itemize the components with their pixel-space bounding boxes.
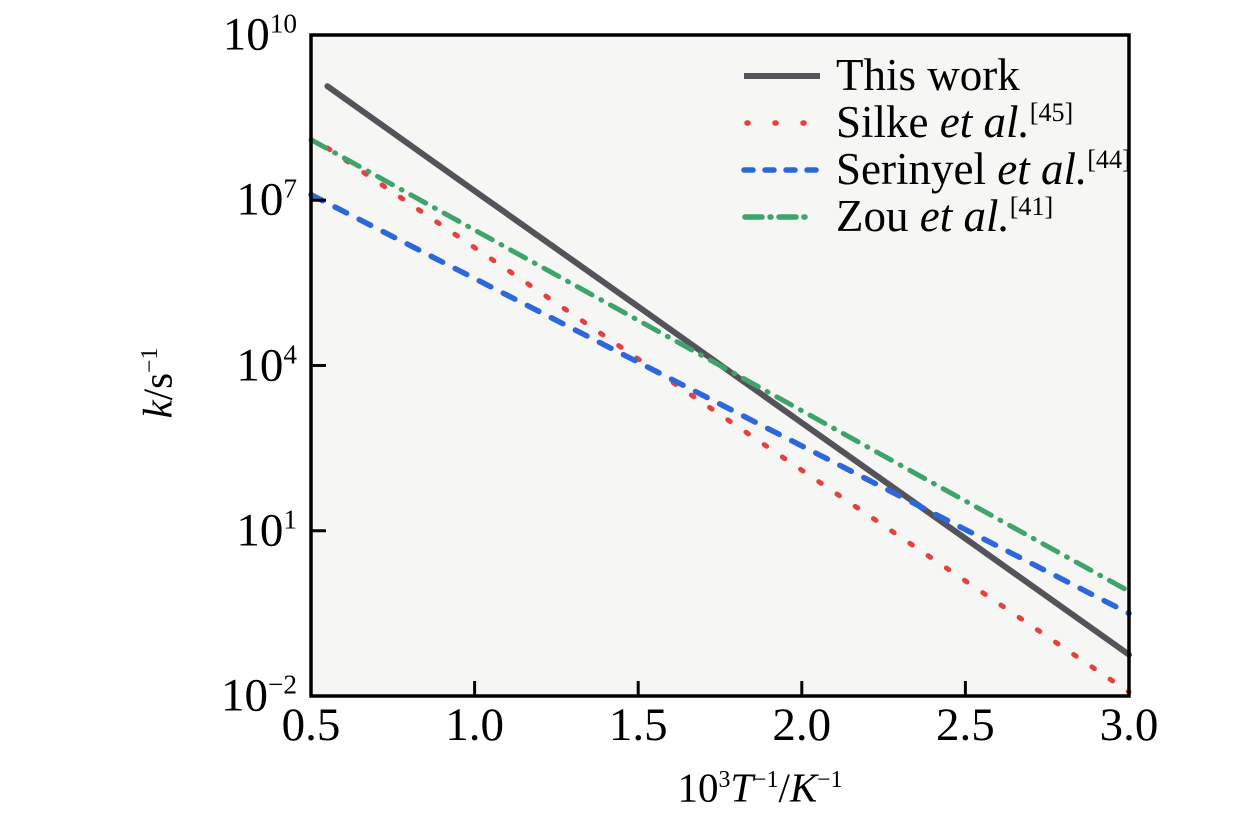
x-tick-label-2.5: 2.5 <box>936 699 995 751</box>
legend: This work Silke et al.[45] Serinyel et a… <box>741 52 1131 240</box>
legend-label-silke: Silke et al.[45] <box>836 97 1074 147</box>
x-axis-label: 103T−1/K−1 <box>677 764 843 811</box>
label-part: Silke <box>836 97 940 147</box>
label-part: et al. <box>997 144 1088 194</box>
label-part: 10 <box>677 764 719 811</box>
tick-base: 10 <box>236 339 284 391</box>
dashdot-line-sample-icon <box>742 213 815 220</box>
label-part: −1 <box>136 347 163 373</box>
tick-base: 10 <box>221 669 268 722</box>
label-part: /s <box>134 372 181 401</box>
label-part: K <box>789 764 818 811</box>
legend-item-this-work: This work <box>741 52 1131 99</box>
label-part: 3 <box>718 766 731 793</box>
x-tick-label-0.5: 0.5 <box>281 699 341 751</box>
x-tick-label-1.0: 1.0 <box>445 699 504 751</box>
legend-item-silke: Silke et al.[45] <box>741 99 1131 146</box>
tick-exponent: 4 <box>283 339 297 370</box>
y-tick-label-10^4: 104 <box>236 339 297 391</box>
x-tick-label-3.0: 3.0 <box>1099 699 1159 751</box>
y-axis-label: k/s−1 <box>134 347 181 419</box>
y-tick-label-10^−2: 10−2 <box>221 669 297 722</box>
label-part: [41] <box>1009 191 1054 221</box>
y-tick-label-10^1: 101 <box>236 504 297 557</box>
label-part: −1 <box>817 766 843 793</box>
label-part: Zou <box>836 191 920 241</box>
legend-label-serinyel: Serinyel et al.[44] <box>836 144 1131 194</box>
tick-exponent: 7 <box>283 173 297 204</box>
series-line-zou <box>308 137 1132 594</box>
series-line-serinyel <box>308 191 1132 617</box>
tick-base: 10 <box>236 173 284 226</box>
label-part: et al. <box>919 191 1010 241</box>
label-part: This work <box>836 50 1020 100</box>
label-part: −1 <box>753 766 779 793</box>
label-part: k <box>134 400 181 419</box>
legend-label-zou: Zou et al.[41] <box>836 191 1054 241</box>
tick-exponent: 10 <box>269 8 297 39</box>
legend-item-zou: Zou et al.[41] <box>741 193 1131 240</box>
label-part: T <box>730 764 754 811</box>
dotted-line-sample-icon <box>744 119 823 126</box>
x-tick-label-2.0: 2.0 <box>772 699 832 751</box>
x-tick-label-1.5: 1.5 <box>608 699 668 751</box>
solid-line-sample-icon <box>744 72 820 79</box>
legend-item-serinyel: Serinyel et al.[44] <box>741 146 1131 193</box>
label-part: [44] <box>1087 144 1131 174</box>
y-tick-label-10^7: 107 <box>236 173 297 226</box>
legend-label-this-work: This work <box>836 53 1020 98</box>
label-part: et al. <box>939 97 1030 147</box>
label-part: Serinyel <box>836 144 998 194</box>
label-part: / <box>778 764 790 811</box>
tick-base: 10 <box>222 8 270 61</box>
y-tick-label-10^10: 1010 <box>222 8 297 61</box>
label-part: [45] <box>1029 97 1074 127</box>
dashed-line-sample-icon <box>741 166 823 173</box>
tick-exponent: −2 <box>268 669 297 700</box>
tick-exponent: 1 <box>283 504 297 535</box>
tick-base: 10 <box>236 504 284 557</box>
